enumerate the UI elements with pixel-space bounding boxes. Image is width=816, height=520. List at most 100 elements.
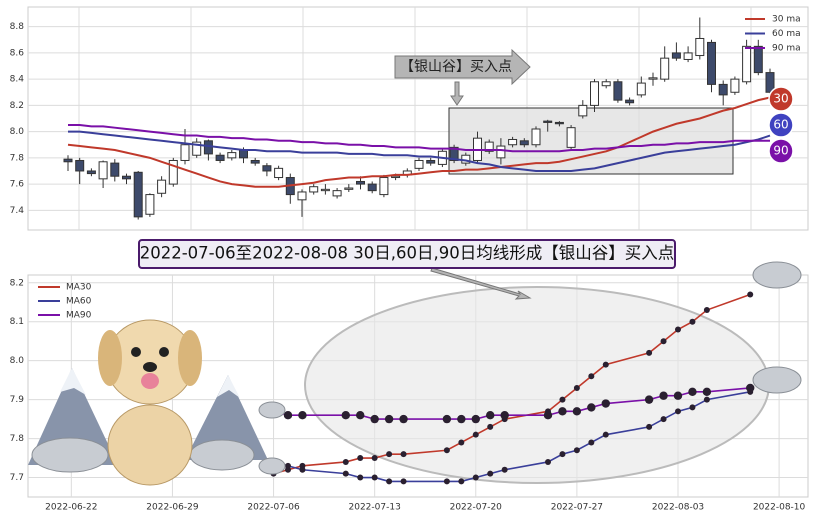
legend-label: 60 ma: [772, 29, 801, 39]
x-tick-label: 2022-06-22: [45, 503, 97, 513]
ma-dot: [298, 411, 307, 420]
candle-body: [75, 159, 85, 172]
chart-title: 2022-07-06至2022-08-08 30日,60日,90日均线形成【银山…: [140, 244, 675, 263]
candle-body: [566, 127, 576, 148]
annotation-pointer: [450, 81, 464, 106]
legend-label: MA30: [66, 283, 92, 293]
ma-dot: [746, 383, 755, 393]
ma-dot: [500, 411, 509, 420]
candle-body: [63, 158, 73, 163]
badge-label: 90: [773, 144, 788, 158]
ma-dot: [384, 414, 394, 424]
ma-dot: [702, 387, 712, 397]
y-tick-label: 8.2: [10, 278, 24, 288]
ma-dot: [386, 451, 393, 458]
legend-label: 30 ma: [772, 15, 801, 25]
x-tick-label: 2022-08-03: [652, 503, 704, 513]
ma-dot: [370, 414, 379, 424]
candle-body: [613, 81, 623, 101]
ma-dot: [703, 307, 710, 314]
candle-body: [578, 104, 588, 117]
candle-body: [110, 162, 120, 177]
ma-dot: [486, 411, 495, 420]
ma-dot: [644, 395, 654, 404]
annotation: 【银山谷】买入点: [400, 59, 512, 75]
ma-dot: [747, 291, 754, 298]
dog-ear: [98, 330, 122, 386]
title-box: [138, 239, 676, 269]
candle-body: [554, 121, 564, 125]
ma-line: [67, 96, 771, 188]
title-pointer: [430, 267, 532, 300]
candle-body: [239, 149, 248, 159]
candle-body: [98, 161, 108, 180]
ma-dot: [573, 447, 580, 454]
ma-dot: [487, 470, 494, 477]
candle-body: [320, 188, 330, 192]
ma-dot: [588, 439, 595, 446]
ma-dot: [559, 451, 566, 458]
ma-line: [68, 130, 771, 172]
dog-body: [107, 404, 193, 486]
ma-dot: [386, 478, 393, 485]
candle-body: [414, 159, 424, 169]
ma-dot: [688, 387, 697, 397]
candle-body: [484, 141, 494, 152]
ma-dot: [545, 458, 551, 465]
ma-dot: [675, 408, 681, 415]
y-tick-label: 8.0: [10, 127, 25, 137]
ma-dot: [400, 478, 407, 485]
candle-body: [590, 81, 599, 106]
y-tick-label: 8.2: [10, 101, 24, 111]
candle-body: [157, 179, 167, 194]
candle-body: [730, 78, 740, 93]
candle-body: [449, 146, 459, 161]
candle-body: [356, 180, 365, 185]
y-tick-label: 7.6: [10, 180, 25, 190]
ma-dot: [399, 414, 408, 424]
ma-dot: [342, 470, 349, 477]
ma-dot: [443, 447, 450, 454]
y-tick-label: 7.8: [10, 153, 25, 163]
ma-dot: [675, 326, 681, 333]
candle-body: [215, 154, 225, 161]
x-tick-label: 2022-06-29: [146, 503, 199, 513]
candle-body: [718, 83, 728, 96]
ma-dot: [543, 411, 553, 420]
ma-dot: [285, 462, 291, 469]
ma-dot: [501, 466, 508, 473]
y-tick-label: 7.8: [10, 434, 25, 444]
ma-dot: [601, 399, 610, 408]
ma-dot: [602, 361, 609, 368]
ma-dot: [660, 338, 667, 345]
candle-body: [742, 45, 752, 83]
dog-eye: [131, 347, 141, 357]
x-tick-label: 2022-07-13: [349, 503, 401, 513]
candle-body: [122, 175, 131, 180]
ma-dot: [673, 391, 683, 400]
ma-dot: [283, 411, 293, 420]
candle-body: [753, 45, 763, 74]
ma-dot: [471, 414, 480, 424]
dog-tongue: [141, 373, 159, 389]
dog-ear: [178, 330, 202, 386]
candle-body: [379, 177, 389, 196]
ma-dot: [487, 423, 494, 430]
candle-body: [519, 140, 529, 146]
candle-body: [543, 120, 553, 123]
y-tick-label: 8.4: [10, 75, 25, 85]
dog-eye: [159, 347, 169, 357]
candle-body: [531, 128, 541, 146]
mountain-snow: [217, 375, 240, 398]
ma-dot: [689, 318, 696, 325]
highlight-box: [448, 107, 734, 175]
candle-body: [192, 141, 202, 156]
candle-body: [636, 82, 646, 96]
x-tick-label: 2022-07-20: [450, 503, 503, 513]
candle-body: [601, 81, 611, 87]
ma-dot: [703, 396, 710, 403]
candle-body: [227, 152, 237, 159]
badge: [768, 138, 794, 164]
y-tick-label: 8.0: [10, 356, 25, 366]
